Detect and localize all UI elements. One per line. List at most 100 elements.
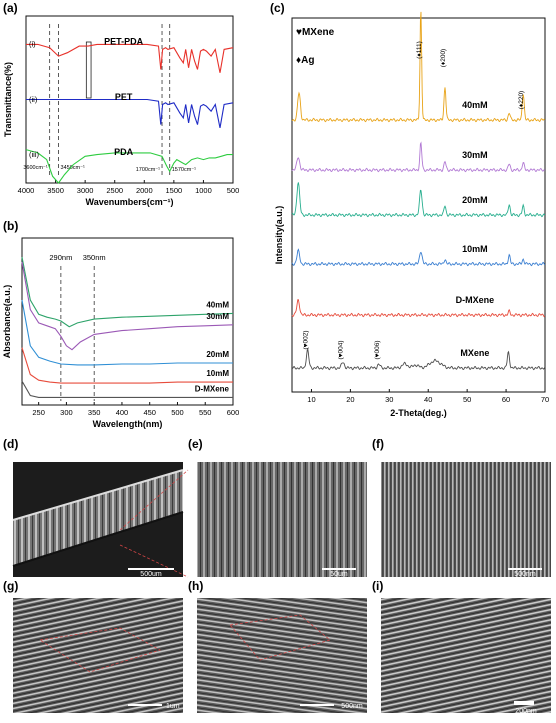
series-line [26, 43, 234, 73]
peak-annotation: 1570cm⁻¹ [172, 167, 196, 173]
peak-annotation: 1700cm⁻¹ [136, 167, 160, 173]
x-tick-label: 10 [307, 395, 315, 404]
x-tick-label: 550 [199, 408, 212, 417]
series-line [21, 256, 234, 328]
x-tick-label: 3000 [77, 186, 94, 195]
series-line [291, 248, 546, 267]
series-label: 30mM [206, 312, 229, 321]
scale-bar-label-g: 1um [166, 703, 180, 710]
series-label: 20mM [206, 350, 229, 359]
sem-image-d: 500um [12, 462, 189, 578]
highlight-box [85, 41, 92, 99]
x-tick-label: 2000 [136, 186, 153, 195]
series-line [291, 11, 545, 123]
x-axis-label: Wavenumbers(cm⁻¹) [86, 197, 174, 207]
series-line [291, 141, 546, 173]
plot-frame [21, 237, 234, 406]
x-tick-label: 40 [424, 395, 432, 404]
peak-label: (♦111) [416, 41, 423, 59]
x-tick-label: 70 [541, 395, 549, 404]
series-label: 10mM [206, 369, 229, 378]
uv-vis-chart: 250 300 350 400 450 500 550 600 Wavelength(nm) Ab… [2, 237, 240, 429]
peak-annotation: 3600cm⁻¹ [23, 165, 47, 171]
x-tick-label: 600 [227, 408, 240, 417]
panel-label-e: (e) [188, 437, 203, 451]
x-tick-label: 250 [32, 408, 45, 417]
x-tick-label: 20 [346, 395, 354, 404]
series-tag: (ii) [29, 95, 38, 104]
x-tick-label: 350 [88, 408, 101, 417]
sem-image-g: 1um [13, 598, 183, 713]
panel-label-c: (c) [270, 1, 285, 15]
ftir-chart: 4000 3500 3000 2500 2000 1500 1000 500 Wavenumbe… [3, 15, 240, 207]
x-tick-label: 400 [116, 408, 129, 417]
plot-frame [291, 17, 546, 393]
y-axis-label: Transmittance(%) [3, 62, 13, 137]
peak-annotation: 3450cm⁻¹ [61, 165, 85, 171]
scale-bar-label-h: 500nm [341, 703, 363, 710]
x-tick-label: 2500 [106, 186, 123, 195]
peak-label: (♥006) [374, 340, 381, 359]
series-tag: (iii) [29, 150, 39, 159]
marker-annotation: 290nm [49, 253, 72, 262]
scale-bar-label-d: 500um [140, 571, 162, 578]
series-line [21, 380, 233, 398]
legend-entry: ♦Ag [296, 55, 314, 66]
x-tick-label: 450 [143, 408, 156, 417]
x-tick-label: 1000 [195, 186, 212, 195]
series-label: D-MXene [195, 384, 230, 393]
x-axis-label: 2-Theta(deg.) [390, 408, 447, 418]
series-tag: (i) [29, 40, 36, 49]
series-line [21, 347, 233, 384]
sem-image-i: 200nm [381, 598, 551, 715]
scale-bar-label-f: 500nm [514, 571, 536, 578]
series-label: 40mM [462, 100, 488, 110]
series-label: 20mM [462, 195, 488, 205]
x-tick-label: 4000 [18, 186, 35, 195]
panel-label-h: (h) [188, 579, 203, 593]
series-line [21, 261, 234, 351]
sem-image-f: 500nm [381, 462, 551, 578]
series-line [291, 347, 546, 371]
panel-label-i: (i) [372, 579, 383, 593]
sem-image-e: 50um [197, 462, 367, 578]
x-tick-label: 500 [227, 186, 240, 195]
marker-annotation: 350nm [83, 253, 106, 262]
x-tick-label: 500 [171, 408, 184, 417]
series-label: MXene [460, 348, 489, 358]
legend-entry: ♥MXene [296, 27, 335, 38]
y-axis-label: Intensity(a.u.) [274, 206, 284, 265]
x-axis-label: Wavelength(nm) [93, 419, 163, 429]
series-line [21, 299, 233, 366]
series-label: 30mM [462, 150, 488, 160]
panel-label-d: (d) [3, 437, 18, 451]
panel-label-b: (b) [3, 219, 18, 233]
series-label: 40mM [206, 300, 229, 309]
xrd-chart: 10 20 30 40 50 60 70 2-Theta(deg.) Intensity(a.u… [274, 11, 549, 418]
panel-label-g: (g) [3, 579, 18, 593]
series-line [25, 149, 233, 184]
sem-image-h: 500nm [197, 598, 367, 713]
panel-label-a: (a) [3, 1, 18, 15]
peak-label: (♥004) [338, 340, 345, 359]
scale-bar-label-i: 200nm [515, 708, 537, 715]
x-tick-label: 3500 [47, 186, 64, 195]
panel-label-f: (f) [372, 437, 384, 451]
x-tick-label: 50 [463, 395, 471, 404]
series-label: PDA [114, 147, 134, 157]
series-label: 10mM [462, 244, 488, 254]
series-label: PET-PDA [104, 37, 144, 47]
x-tick-label: 1500 [166, 186, 183, 195]
scale-bar-label-e: 50um [330, 571, 348, 578]
peak-label: (♦200) [440, 49, 447, 68]
x-tick-label: 300 [60, 408, 73, 417]
peak-label: (♥002) [303, 330, 310, 349]
y-axis-label: Absorbance(a.u.) [2, 285, 12, 359]
x-tick-label: 30 [385, 395, 393, 404]
series-label: PET [115, 92, 133, 102]
series-line [291, 182, 546, 218]
peak-label: (♦220) [518, 91, 525, 110]
x-tick-label: 60 [502, 395, 510, 404]
